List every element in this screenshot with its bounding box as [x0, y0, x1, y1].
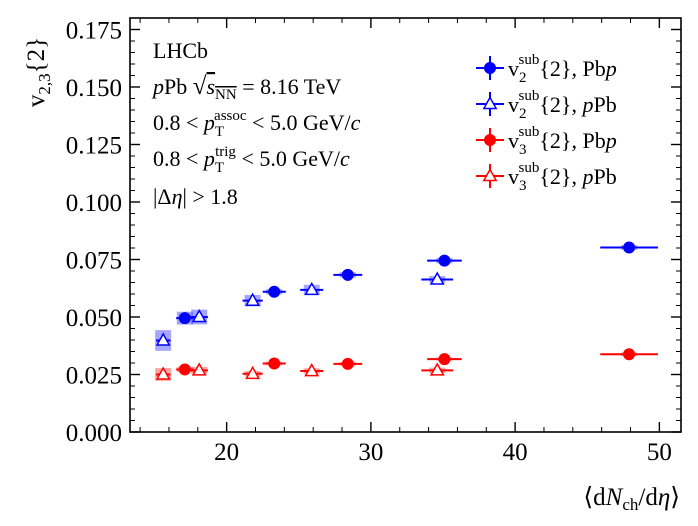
y-axis-label: v2,3{2}	[23, 37, 54, 107]
experiment-label: LHCb	[153, 38, 208, 63]
legend-entry: v3sub{2}, Pbp	[476, 124, 617, 158]
data-point	[429, 271, 445, 285]
data-point	[245, 292, 261, 306]
data-point	[178, 312, 191, 325]
legend-label: v3sub{2}, Pbp	[508, 124, 617, 158]
x-tick-label: 20	[214, 439, 239, 466]
y-tick-label: 0.175	[66, 18, 122, 45]
legend-marker	[484, 62, 496, 74]
y-tick-label: 0.075	[66, 248, 122, 275]
y-tick-label: 0.100	[66, 190, 122, 217]
assoc-cut-label: 0.8 < pTassoc < 5.0 GeV/c	[153, 108, 361, 140]
data-point	[438, 254, 451, 267]
annotation-block: LHCb pPb √sNN = 8.16 TeV 0.8 < pTassoc <…	[151, 38, 361, 209]
systematic-boxes	[155, 245, 638, 381]
data-point	[341, 268, 354, 281]
axis-ticks: 0.000 0.025 0.050 0.075 0.100 0.125 0.150 0.175…	[66, 17, 681, 466]
legend-label: v3sub{2}, pPb	[508, 160, 617, 194]
data-markers	[155, 241, 636, 380]
legend-entry: v3sub{2}, pPb	[476, 160, 617, 194]
y-tick-label: 0.000	[66, 420, 122, 447]
data-point	[191, 308, 207, 323]
x-tick-label: 30	[358, 439, 383, 466]
x-axis-label: ⟨dNch/dη⟩	[583, 484, 680, 514]
error-bars	[155, 246, 658, 376]
trig-cut-label: 0.8 < pTtrig < 5.0 GeV/c	[153, 144, 350, 176]
system-label: pPb √sNN = 8.16 TeV	[151, 73, 341, 103]
data-point	[178, 363, 191, 376]
y-tick-label: 0.125	[66, 133, 122, 160]
data-point	[191, 362, 207, 376]
legend-label: v2sub{2}, Pbp	[508, 52, 617, 86]
data-point	[438, 353, 451, 366]
data-point	[623, 241, 636, 254]
data-point	[155, 366, 171, 380]
data-point	[429, 362, 445, 376]
y-tick-label: 0.025	[66, 363, 122, 390]
legend-label: v2sub{2}, pPb	[508, 88, 617, 122]
y-tick-label: 0.050	[66, 305, 122, 332]
legend-marker	[482, 167, 498, 182]
data-point	[268, 285, 281, 298]
legend-entry: v2sub{2}, Pbp	[476, 52, 617, 86]
data-point	[623, 348, 636, 361]
x-tick-label: 40	[503, 439, 528, 466]
data-point	[304, 363, 320, 377]
y-tick-label: 0.150	[66, 75, 122, 102]
data-point	[268, 357, 281, 370]
legend-entry: v2sub{2}, pPb	[476, 88, 617, 122]
data-point	[155, 332, 171, 346]
data-point	[245, 365, 261, 380]
eta-gap-label: |Δη| > 1.8	[153, 184, 238, 209]
legend-marker	[484, 134, 496, 146]
x-tick-label: 50	[647, 439, 672, 466]
legend-marker	[482, 95, 498, 110]
data-point	[304, 281, 320, 296]
data-point	[341, 357, 354, 370]
